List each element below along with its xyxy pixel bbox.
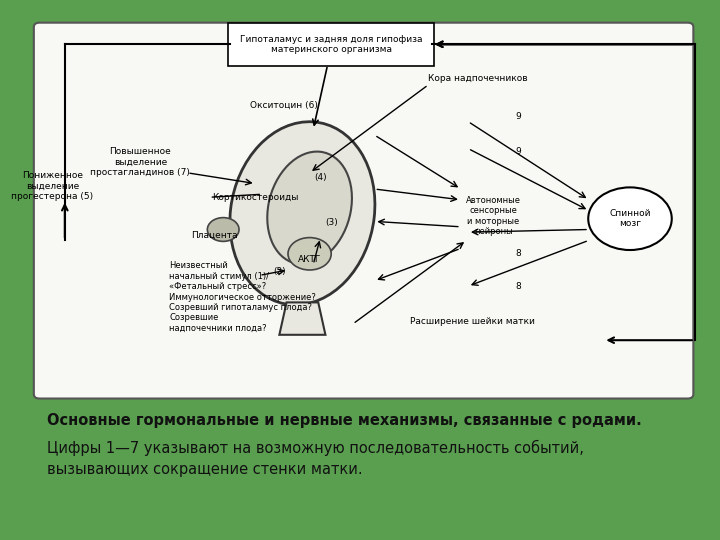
Text: Автономные
сенсорные
и моторные
нейроны: Автономные сенсорные и моторные нейроны	[466, 196, 521, 236]
Text: (2): (2)	[273, 267, 286, 276]
FancyBboxPatch shape	[228, 23, 434, 66]
Text: 8: 8	[516, 249, 521, 258]
Ellipse shape	[267, 152, 352, 264]
Text: 9: 9	[516, 112, 521, 120]
Text: Пониженное
выделение
прогестерона (5): Пониженное выделение прогестерона (5)	[12, 171, 94, 201]
Circle shape	[588, 187, 672, 250]
Text: Гипоталамус и задняя доля гипофиза
материнского организма: Гипоталамус и задняя доля гипофиза матер…	[240, 35, 423, 54]
Text: вызывающих сокращение стенки матки.: вызывающих сокращение стенки матки.	[47, 462, 362, 477]
Text: АКТГ: АКТГ	[298, 255, 321, 264]
Polygon shape	[279, 302, 325, 335]
Circle shape	[207, 218, 239, 241]
Text: (4): (4)	[314, 173, 327, 181]
Text: Повышенное
выделение
простагландинов (7): Повышенное выделение простагландинов (7)	[91, 147, 190, 177]
Text: Кора надпочечников: Кора надпочечников	[428, 74, 528, 83]
Text: Неизвестный
начальный стимул (1)/
«Фетальный стресс»?
Иммунологическое отторжени: Неизвестный начальный стимул (1)/ «Фетал…	[169, 261, 316, 333]
Text: 8: 8	[516, 282, 521, 291]
Text: 9: 9	[516, 147, 521, 156]
Text: Кортикостероиды: Кортикостероиды	[212, 193, 299, 201]
Text: Плацента: Плацента	[191, 231, 238, 239]
Text: Цифры 1—7 указывают на возможную последовательность событий,: Цифры 1—7 указывают на возможную последо…	[47, 440, 584, 456]
Text: Окситоцин (6): Окситоцин (6)	[251, 101, 318, 110]
Circle shape	[288, 238, 331, 270]
Text: (3): (3)	[325, 218, 338, 227]
Ellipse shape	[230, 122, 375, 305]
FancyBboxPatch shape	[34, 23, 693, 399]
Text: Расширение шейки матки: Расширение шейки матки	[410, 317, 535, 326]
Text: Основные гормональные и нервные механизмы, связанные с родами.: Основные гормональные и нервные механизм…	[47, 413, 642, 428]
Text: Спинной
мозг: Спинной мозг	[609, 209, 651, 228]
